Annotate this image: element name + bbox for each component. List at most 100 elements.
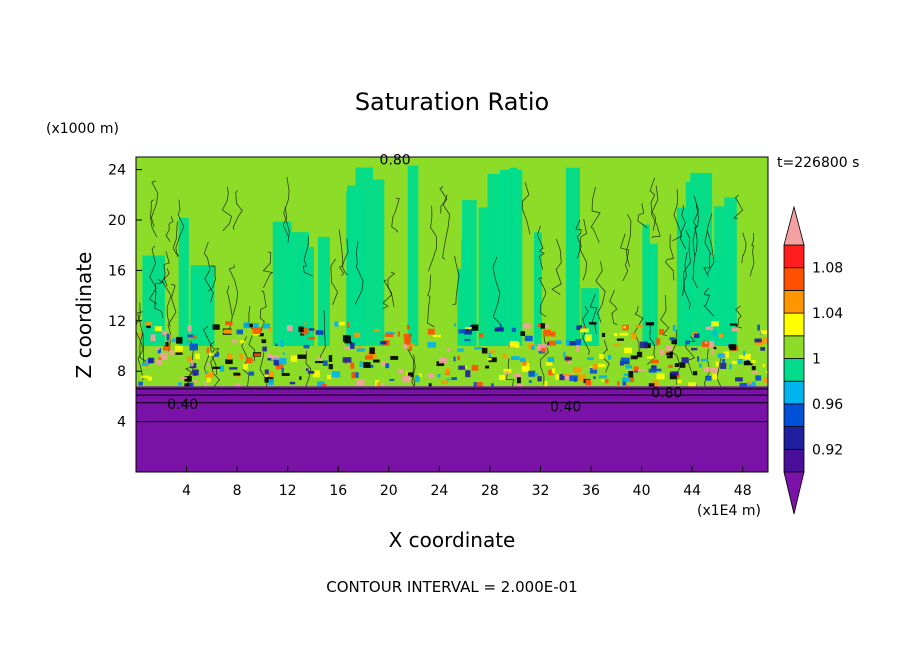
contour-line (319, 310, 326, 360)
cloud-cell (717, 353, 725, 359)
cloud-cell (576, 325, 582, 331)
cloud-cell (369, 354, 378, 359)
contour-line (439, 185, 448, 214)
cloud-cell (317, 330, 322, 335)
streak-region (317, 236, 330, 346)
contour-line (741, 232, 747, 264)
contour-line (165, 215, 174, 242)
contour-line (703, 287, 714, 317)
contour-line (330, 258, 339, 305)
contour-line (650, 185, 661, 239)
cloud-cell (343, 346, 353, 350)
cloud-cell (261, 339, 267, 344)
cloud-cell (226, 353, 233, 360)
cloud-cell (669, 337, 676, 341)
cloud-cell (528, 370, 536, 377)
contour-line (209, 341, 218, 375)
cloud-cell (385, 331, 395, 336)
cloud-cell (576, 344, 580, 352)
cloud-cell (705, 375, 712, 381)
cloud-cell (668, 364, 673, 368)
cloud-cell (280, 340, 284, 347)
contour-line (203, 241, 214, 303)
cloud-cell (601, 332, 606, 337)
cloud-cell (487, 357, 492, 361)
cloud-cell (264, 369, 269, 375)
cloud-cell (547, 356, 555, 364)
cloud-cell (757, 324, 760, 331)
cloud-cell (617, 381, 620, 386)
cloud-cell (645, 322, 655, 326)
colorbar-swatch (783, 358, 805, 382)
cloud-cell (511, 356, 520, 360)
cloud-cell (598, 363, 606, 368)
cloud-cell (738, 354, 748, 359)
streak-region (372, 179, 385, 346)
cloud-cell (258, 332, 264, 337)
cloud-cell (246, 357, 253, 364)
cloud-cell (765, 371, 768, 374)
cloud-cell (648, 383, 655, 390)
streak-region (533, 232, 542, 346)
cloud-cell (453, 356, 456, 362)
cloud-cell (189, 343, 198, 351)
cloud-cell (184, 376, 192, 382)
cloud-cell (428, 383, 432, 388)
cloud-cell (476, 382, 483, 388)
cloud-cell (711, 348, 714, 356)
cloud-cell (282, 352, 285, 355)
cloud-cell (157, 348, 161, 354)
contour-line (150, 180, 159, 228)
cloud-cell (762, 363, 766, 368)
streak-region (565, 167, 580, 346)
contour-line (338, 229, 345, 276)
contour-line (354, 241, 364, 305)
cloud-cell (407, 343, 415, 347)
cloud-cell (414, 375, 420, 383)
cloud-cell (521, 366, 530, 372)
cloud-cell (628, 371, 634, 378)
cloud-cell (231, 340, 238, 343)
cloud-cell (722, 358, 725, 364)
cloud-cell (729, 323, 738, 326)
cloud-cell (262, 346, 267, 352)
streak-region (509, 167, 518, 346)
cloud-cell (342, 357, 352, 363)
contour-line (175, 199, 185, 257)
cloud-cell (586, 357, 594, 361)
cloud-cell (622, 378, 627, 386)
cloud-cell (656, 373, 665, 380)
cloud-cell (593, 376, 596, 379)
cloud-cell (729, 364, 732, 370)
cloud-cell (720, 362, 727, 369)
streak-region (704, 257, 725, 346)
contour-line (382, 279, 393, 310)
x-tick-label: 24 (430, 483, 448, 499)
cloud-cell (141, 375, 150, 378)
x-tick-label: 20 (380, 483, 398, 499)
cloud-cell (299, 376, 302, 380)
x-tick-label: 36 (582, 483, 600, 499)
cloud-cell (281, 367, 284, 373)
contour-line (221, 187, 232, 232)
cloud-cell (616, 338, 624, 341)
cloud-cell (671, 339, 677, 345)
cloud-cell (301, 327, 309, 335)
cloud-cell (356, 379, 365, 386)
contour-line (538, 277, 547, 317)
cloud-cell (328, 355, 333, 362)
cloud-cell (743, 350, 746, 357)
cloud-cell (540, 348, 546, 353)
contour-line (539, 332, 549, 385)
contour-line (136, 302, 145, 366)
cloud-cell (502, 354, 507, 359)
cloud-cell (154, 347, 160, 350)
contour-line (609, 289, 618, 325)
cloud-cell (350, 362, 355, 369)
colorbar-tick-label: 1.04 (812, 306, 843, 322)
cloud-cell (428, 373, 435, 379)
cloud-cell (206, 347, 210, 354)
cloud-cell (520, 357, 526, 363)
x-tick-label: 4 (182, 483, 191, 499)
x-tick-label: 12 (279, 483, 297, 499)
